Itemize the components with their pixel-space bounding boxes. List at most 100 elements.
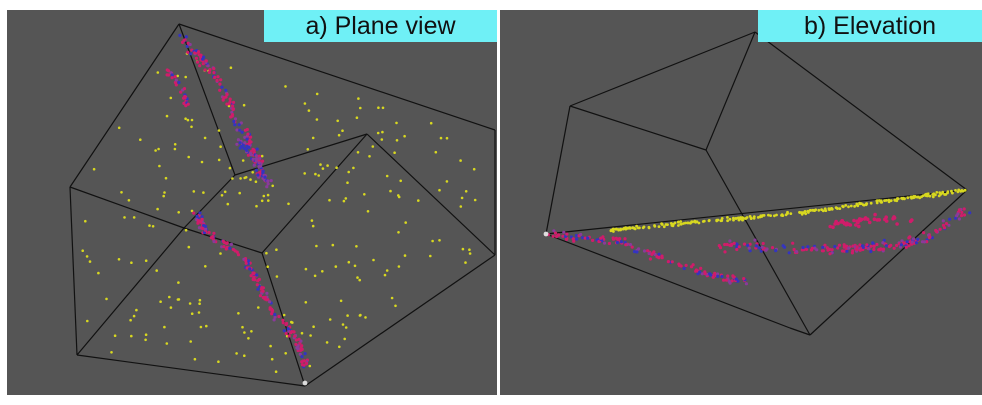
cube-edge	[546, 106, 570, 234]
hypocenter-point	[220, 86, 223, 89]
hypocenter-point	[139, 138, 142, 141]
hypocenter-point	[897, 197, 900, 200]
hypocenter-point	[129, 319, 132, 322]
cube-edge	[706, 32, 755, 150]
hypocenter-point	[404, 221, 407, 224]
hypocenter-point	[386, 175, 389, 178]
hypocenter-point	[335, 265, 338, 268]
hypocenter-point	[219, 78, 222, 81]
hypocenter-point	[267, 194, 270, 197]
hypocenter-point	[263, 195, 266, 198]
hypocenter-point	[256, 148, 259, 151]
hypocenter-point	[788, 251, 791, 254]
hypocenter-point	[738, 219, 741, 222]
hypocenter-point	[291, 321, 294, 324]
hypocenter-point	[713, 272, 716, 275]
hypocenter-point	[202, 62, 205, 65]
hypocenter-point	[177, 81, 180, 84]
hypocenter-point	[84, 220, 87, 223]
cube-edge	[546, 190, 967, 234]
hypocenter-point	[591, 239, 594, 242]
hypocenter-point	[774, 249, 777, 252]
hypocenter-point	[288, 334, 291, 337]
hypocenter-point	[265, 252, 268, 255]
hypocenter-point	[188, 246, 191, 249]
hypocenter-point	[163, 191, 166, 194]
hypocenter-point	[175, 79, 178, 82]
hypocenter-point	[246, 128, 249, 131]
hypocenter-point	[922, 231, 925, 234]
hypocenter-point	[909, 220, 913, 224]
hypocenter-point	[648, 252, 651, 255]
hypocenter-point	[703, 220, 706, 223]
hypocenter-point	[923, 240, 926, 243]
hypocenter-point	[304, 352, 307, 355]
hypocenter-point	[345, 326, 348, 329]
hypocenter-point	[241, 131, 244, 134]
hypocenter-point	[167, 73, 170, 76]
hypocenter-point	[698, 222, 701, 225]
hypocenter-point	[219, 252, 222, 255]
hypocenter-point	[572, 237, 575, 240]
hypocenter-point	[870, 202, 873, 205]
hypocenter-point	[213, 76, 216, 79]
hypocenter-point	[315, 245, 318, 248]
hypocenter-point	[884, 215, 888, 219]
hypocenter-point	[440, 137, 443, 140]
hypocenter-point	[231, 104, 234, 107]
hypocenter-point	[144, 339, 147, 342]
hypocenter-point	[263, 176, 266, 179]
hypocenter-point	[261, 200, 264, 203]
hypocenter-point	[608, 242, 611, 245]
hypocenter-point	[932, 196, 935, 199]
hypocenter-point	[789, 212, 792, 215]
hypocenter-point	[868, 221, 872, 225]
hypocenter-point	[270, 179, 273, 182]
hypocenter-point	[359, 107, 362, 110]
hypocenter-point	[322, 167, 325, 170]
hypocenter-point	[855, 203, 858, 206]
hypocenter-point	[204, 137, 207, 140]
hypocenter-point	[130, 261, 133, 264]
hypocenter-point	[960, 211, 963, 214]
hypocenter-point	[901, 197, 904, 200]
hypocenter-point	[867, 247, 870, 250]
hypocenter-point	[271, 185, 274, 188]
hypocenter-point	[271, 309, 274, 312]
hypocenter-point	[661, 223, 664, 226]
hypocenter-point	[248, 141, 251, 144]
hypocenter-point	[742, 277, 745, 280]
hypocenter-point	[260, 286, 263, 289]
hypocenter-point	[396, 139, 399, 142]
hypocenter-point	[746, 216, 749, 219]
hypocenter-point	[300, 360, 303, 363]
hypocenter-point	[671, 260, 674, 263]
hypocenter-point	[624, 243, 627, 246]
hypocenter-point	[357, 97, 360, 100]
hypocenter-point	[847, 247, 850, 250]
hypocenter-point	[809, 209, 812, 212]
hypocenter-point	[135, 309, 138, 312]
hypocenter-point	[261, 155, 264, 158]
hypocenter-point	[821, 246, 824, 249]
hypocenter-point	[190, 126, 193, 129]
hypocenter-point	[391, 297, 394, 300]
hypocenter-point	[728, 244, 731, 247]
hypocenter-point	[814, 208, 817, 211]
hypocenter-point	[284, 352, 287, 355]
hypocenter-point	[356, 116, 359, 119]
hypocenter-point	[860, 202, 863, 205]
hypocenter-point	[244, 259, 247, 262]
hypocenter-point	[285, 332, 288, 335]
hypocenter-point	[222, 99, 225, 102]
hypocenter-point	[249, 178, 252, 181]
hypocenter-point	[259, 165, 262, 168]
hypocenter-point	[648, 226, 651, 229]
hypocenter-point	[665, 223, 668, 226]
hypocenter-point	[944, 193, 947, 196]
hypocenter-point	[865, 243, 868, 246]
hypocenter-point	[895, 244, 898, 247]
hypocenter-point	[293, 335, 296, 338]
hypocenter-point	[844, 204, 847, 207]
hypocenter-point	[314, 275, 317, 278]
